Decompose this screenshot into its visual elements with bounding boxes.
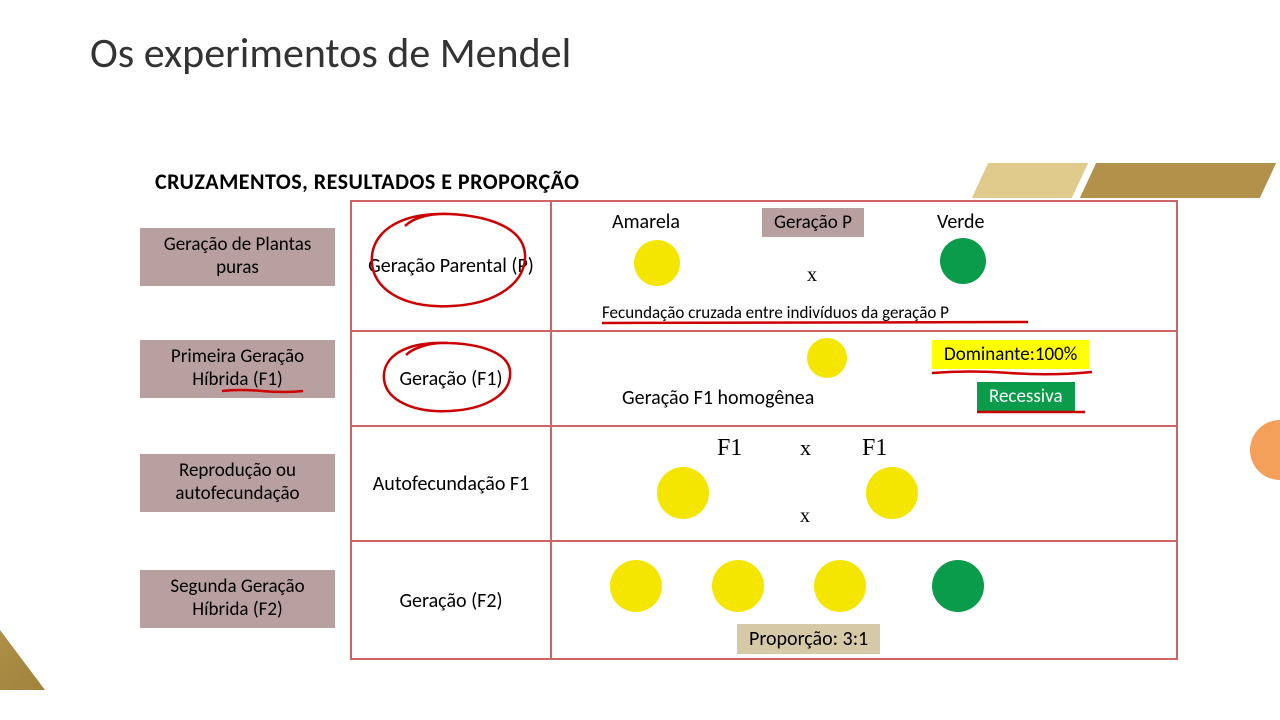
decor-top-stripe-1 [972, 163, 1088, 198]
cell-r1-label: Geração Parental (P) [352, 202, 552, 330]
sidebar-label-4: Segunda Geração Híbrida (F2) [140, 570, 335, 628]
table-row: Geração (F1) Geração F1 homogênea Domina… [352, 332, 1176, 427]
pea-green-icon [932, 560, 984, 612]
pea-yellow-icon [712, 560, 764, 612]
pea-green-icon [940, 238, 986, 284]
pea-yellow-icon [866, 467, 918, 519]
text-verde: Verde [937, 210, 984, 234]
badge-recessive: Recessiva [977, 382, 1075, 411]
text-f1-a: F1 [717, 435, 742, 462]
pea-yellow-icon [814, 560, 866, 612]
cross-symbol: x [807, 264, 817, 287]
table-row: Autofecundação F1 F1 x F1 x [352, 427, 1176, 542]
badge-geracao-p: Geração P [762, 208, 864, 237]
sidebar-label-1: Geração de Plantas puras [140, 228, 335, 286]
decor-right [1250, 420, 1280, 480]
pea-yellow-icon [807, 338, 847, 378]
table-row: Geração (F2) Proporção: 3:1 [352, 542, 1176, 660]
table-row: Geração Parental (P) Amarela Geração P V… [352, 202, 1176, 332]
cell-r1-content: Amarela Geração P Verde x Fecundação cru… [552, 202, 1176, 330]
annotation-underline-icon [600, 320, 1030, 326]
cell-r3-text: Autofecundação F1 [373, 472, 530, 496]
cell-r4-label: Geração (F2) [352, 542, 552, 660]
sidebar-label-3: Reprodução ou autofecundação [140, 454, 335, 512]
text-op: x [800, 435, 811, 461]
cross-symbol: x [800, 505, 810, 528]
cell-r4-content: Proporção: 3:1 [552, 542, 1176, 660]
annotation-underline-icon [975, 410, 1087, 415]
decor-top-stripe-2 [1080, 163, 1276, 198]
cell-r2-content: Geração F1 homogênea Dominante:100% Rece… [552, 332, 1176, 425]
pea-yellow-icon [610, 560, 662, 612]
pea-yellow-icon [657, 467, 709, 519]
text-f1-b: F1 [862, 435, 887, 462]
caption-r2: Geração F1 homogênea [622, 386, 814, 410]
badge-proportion: Proporção: 3:1 [737, 624, 880, 654]
cell-r3-content: F1 x F1 x [552, 427, 1176, 540]
annotation-underline-f1-icon [220, 388, 305, 394]
pea-yellow-icon [634, 240, 680, 286]
cell-r2-label: Geração (F1) [352, 332, 552, 425]
subtitle: CRUZAMENTOS, RESULTADOS E PROPORÇÃO [155, 168, 580, 195]
cell-r3-label: Autofecundação F1 [352, 427, 552, 540]
cell-r1-text: Geração Parental (P) [368, 254, 534, 278]
decor-left [0, 390, 90, 690]
text-amarela: Amarela [612, 210, 680, 234]
cell-r2-text: Geração (F1) [399, 367, 502, 391]
decor-top [980, 163, 1280, 198]
cell-r4-text: Geração (F2) [399, 589, 502, 613]
cross-table: Geração Parental (P) Amarela Geração P V… [350, 200, 1178, 660]
page-title: Os experimentos de Mendel [90, 28, 571, 79]
badge-dominant: Dominante:100% [932, 340, 1089, 369]
annotation-underline-icon [930, 368, 1095, 378]
